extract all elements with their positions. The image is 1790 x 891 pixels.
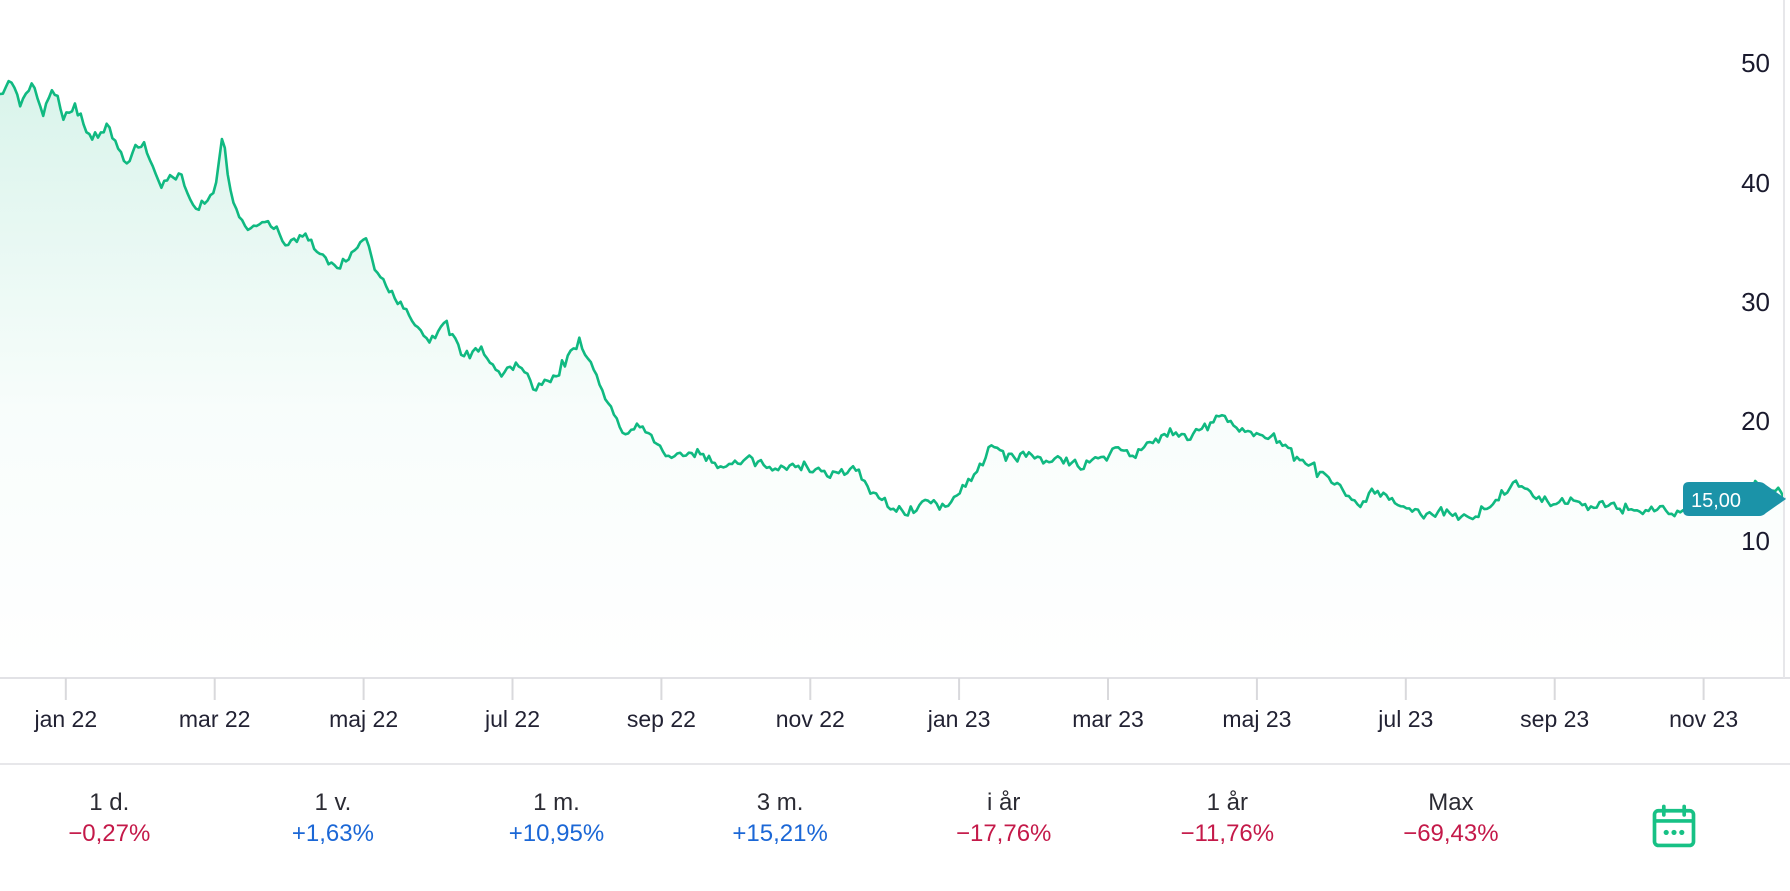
svg-text:15,00: 15,00 [1691, 490, 1741, 512]
